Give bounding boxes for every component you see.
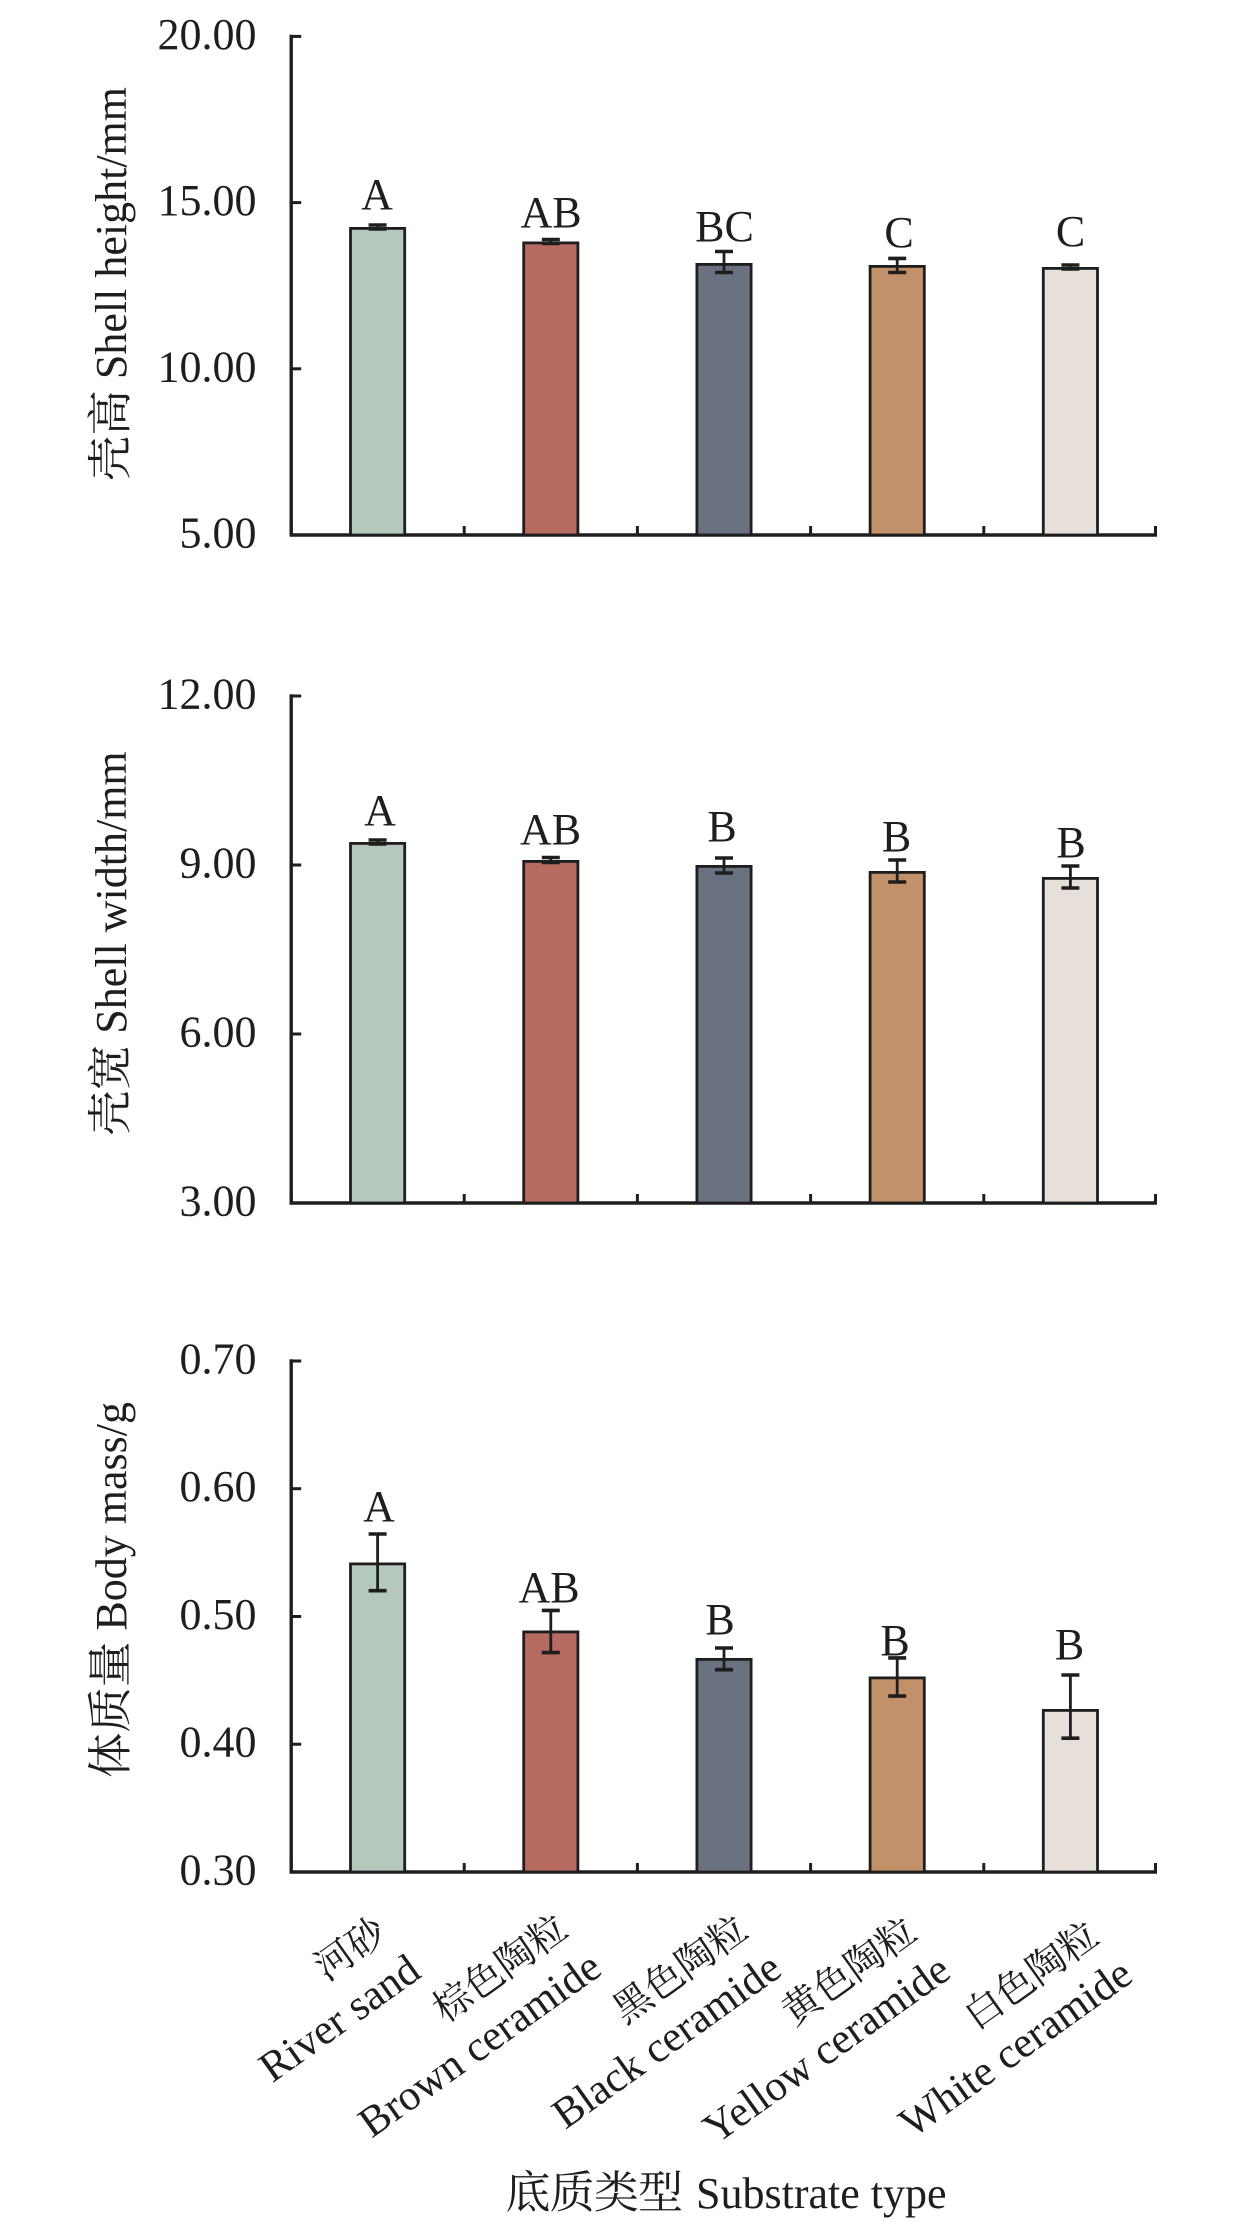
svg-text:Shell height/mm: Shell height/mm	[87, 87, 136, 379]
svg-text:6.00: 6.00	[180, 1008, 257, 1057]
svg-text:20.00: 20.00	[158, 10, 257, 59]
svg-text:0.60: 0.60	[180, 1462, 257, 1511]
svg-text:B: B	[880, 1616, 909, 1665]
svg-text:B: B	[705, 1595, 734, 1644]
svg-text:A: A	[364, 786, 396, 835]
svg-text:5.00: 5.00	[180, 509, 257, 558]
svg-text:0.50: 0.50	[180, 1590, 257, 1639]
svg-text:Substrate type: Substrate type	[696, 2169, 947, 2218]
svg-text:A: A	[361, 170, 393, 219]
svg-text:BC: BC	[695, 202, 754, 251]
svg-text:B: B	[1055, 1620, 1084, 1669]
svg-text:3.00: 3.00	[180, 1177, 257, 1226]
svg-text:C: C	[884, 208, 913, 257]
svg-text:A: A	[363, 1482, 395, 1531]
svg-text:AB: AB	[520, 188, 581, 237]
svg-text:B: B	[1056, 818, 1085, 867]
svg-text:0.30: 0.30	[180, 1846, 257, 1895]
svg-text:B: B	[882, 812, 911, 861]
svg-text:B: B	[707, 802, 736, 851]
svg-text:9.00: 9.00	[180, 839, 257, 888]
svg-text:C: C	[1056, 207, 1085, 256]
svg-text:AB: AB	[520, 805, 581, 854]
svg-text:Shell width/mm: Shell width/mm	[87, 751, 136, 1033]
svg-text:12.00: 12.00	[158, 670, 257, 719]
svg-text:AB: AB	[518, 1563, 579, 1612]
svg-text:0.40: 0.40	[180, 1718, 257, 1767]
svg-text:10.00: 10.00	[158, 342, 257, 391]
svg-text:0.70: 0.70	[180, 1335, 257, 1384]
svg-text:Body mass/g: Body mass/g	[87, 1402, 136, 1631]
svg-text:15.00: 15.00	[158, 176, 257, 225]
